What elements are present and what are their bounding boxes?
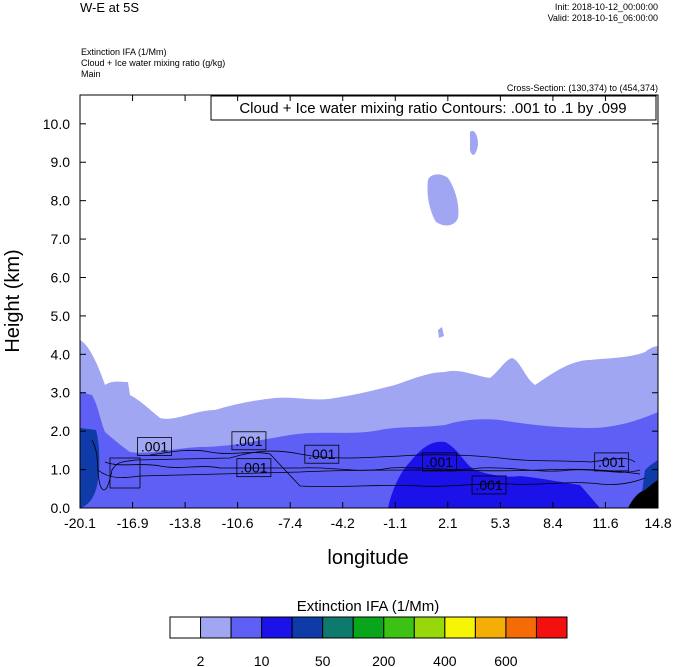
x-tick-label: -4.2	[331, 515, 355, 531]
valid-time: Valid: 2018-10-16_06:00:00	[547, 13, 658, 23]
colorbar-swatch	[291, 616, 324, 639]
colorbar-label: 50	[315, 653, 331, 667]
variable-line-extinction: Extinction IFA (1/Mm)	[81, 47, 167, 57]
terrain	[628, 480, 658, 508]
colorbar-label: 400	[433, 653, 457, 667]
y-tick-label: 7.0	[51, 231, 71, 247]
colorbar-title: Extinction IFA (1/Mm)	[297, 598, 440, 615]
y-tick-label: 2.0	[51, 423, 71, 439]
contour-line	[91, 439, 636, 491]
y-tick-label: 0.0	[51, 500, 71, 516]
colorbar-swatch	[535, 616, 568, 639]
contour-label-box	[231, 431, 267, 451]
contour-labels: .001 .001 .001 .001 .001 .001 .001	[137, 431, 630, 495]
x-tick-label: 11.6	[592, 515, 618, 531]
x-tick-label: -7.4	[278, 515, 302, 531]
field-band-dark-left	[80, 428, 100, 508]
contour-label-box	[137, 437, 172, 456]
y-tick-label: 10.0	[43, 116, 70, 132]
contour-line	[97, 468, 641, 479]
contour-label: .001	[141, 439, 168, 455]
colorbar-label: 10	[254, 653, 270, 667]
colorbar-swatch	[169, 616, 202, 639]
colorbar-swatch	[322, 616, 354, 639]
field-band-deep	[388, 441, 600, 508]
field-blob-top	[470, 130, 478, 155]
contour-info-box	[210, 95, 657, 121]
colorbar-swatch	[352, 616, 385, 639]
contour-label: .001	[240, 460, 267, 476]
colorbar-swatch	[444, 616, 476, 639]
contour-label-box	[236, 458, 272, 478]
contour-label-box	[421, 452, 457, 472]
contour-label: .001	[426, 454, 453, 470]
x-axis: -20.1 -16.9 -13.8 -10.6 -7.4 -4.2 -1.1 2.1 5.3 8.…	[64, 95, 672, 531]
variable-line-domain: Main	[81, 69, 101, 79]
plot-frame	[79, 94, 659, 509]
y-axis: 0.0 1.0 2.0 3.0 4.0 5.0 6.0 7.0 8.0 9.0 10.0	[43, 116, 658, 516]
x-tick-label: 8.4	[543, 515, 563, 531]
contour-line	[109, 457, 141, 489]
contour-info-text: Cloud + Ice water mixing ratio Contours:…	[239, 100, 626, 117]
contour-label: .001	[598, 454, 625, 470]
x-tick-label: 5.3	[491, 515, 511, 531]
colorbar-swatch	[413, 616, 446, 639]
contour-label: .001	[235, 433, 262, 449]
y-tick-label: 9.0	[51, 154, 71, 170]
cross-section-label: Cross-Section: (130,374) to (454,374)	[506, 83, 658, 93]
extinction-field	[80, 130, 658, 508]
contour-label: .001	[475, 477, 502, 493]
chart-title: W-E at 5S	[80, 0, 140, 15]
contour-label-box	[594, 452, 630, 472]
y-tick-label: 8.0	[51, 193, 71, 209]
init-time: Init: 2018-10-12_00:00:00	[554, 2, 658, 12]
x-tick-label: -10.6	[222, 515, 254, 531]
x-tick-label: 2.1	[438, 515, 458, 531]
x-tick-label: -13.8	[169, 515, 201, 531]
x-tick-label: -1.1	[383, 515, 407, 531]
field-blob-small	[438, 327, 444, 338]
y-tick-label: 6.0	[51, 269, 71, 285]
field-blob-upper	[427, 174, 459, 226]
colorbar-swatch	[474, 616, 507, 639]
x-tick-label: -16.9	[117, 515, 149, 531]
contour-label-box	[471, 475, 507, 495]
x-tick-label: -20.1	[64, 515, 96, 531]
colorbar-label: 200	[372, 653, 396, 667]
y-tick-label: 1.0	[51, 462, 71, 478]
y-tick-label: 3.0	[51, 385, 71, 401]
y-tick-label: 4.0	[51, 346, 71, 362]
contour-label: .001	[308, 446, 335, 462]
contour-line	[149, 449, 646, 487]
colorbar-swatch	[505, 616, 537, 639]
contour-line	[104, 461, 641, 473]
colorbar-swatch	[230, 616, 263, 639]
colorbar-swatch	[200, 616, 232, 639]
x-axis-label: longitude	[327, 547, 408, 569]
colorbar-label: 600	[494, 653, 518, 667]
contour-label-box	[304, 444, 340, 464]
colorbar: 2 10 50 200 400 600	[169, 616, 568, 667]
colorbar-swatch	[261, 616, 293, 639]
variable-line-mixing-ratio: Cloud + Ice water mixing ratio (g/kg)	[81, 58, 226, 68]
y-axis-label: Height (km)	[2, 249, 24, 352]
colorbar-swatch	[383, 616, 415, 639]
y-tick-label: 5.0	[51, 308, 71, 324]
mixing-ratio-contours	[91, 439, 646, 491]
x-tick-label: 14.8	[644, 515, 671, 531]
colorbar-label: 2	[197, 653, 205, 667]
